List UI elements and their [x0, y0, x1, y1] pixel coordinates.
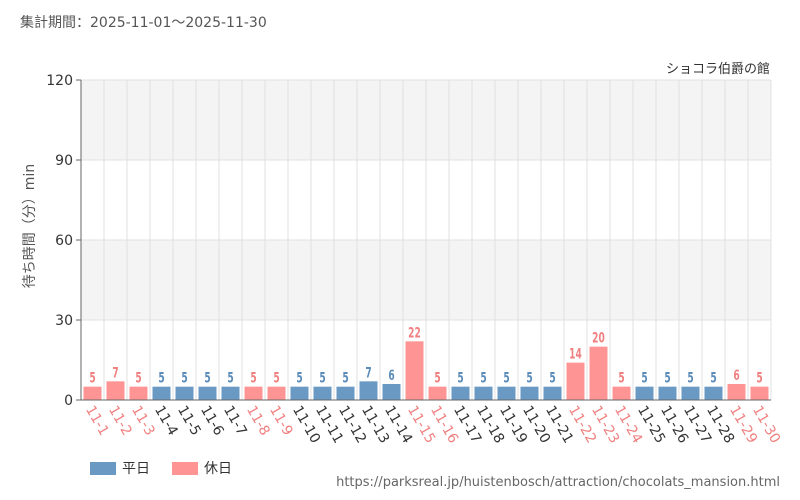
y-tick-label: 0 [64, 393, 73, 409]
y-tick-labels: 0 30 60 90 120 [46, 73, 73, 409]
value-label: 22 [408, 325, 421, 341]
x-tick-label: 11-4 [151, 403, 181, 439]
legend-item-weekday: 平日 [90, 458, 150, 478]
x-tick-label: 11-8 [243, 403, 273, 439]
value-label: 7 [112, 365, 118, 381]
value-label: 5 [135, 370, 141, 386]
bar-11-27 [681, 386, 700, 400]
bar-11-14 [382, 384, 401, 400]
value-label: 6 [733, 367, 740, 383]
y-tick-label: 90 [55, 153, 73, 169]
value-label: 5 [434, 370, 440, 386]
bar-11-9 [267, 386, 286, 400]
x-tick-label: 11-3 [128, 403, 158, 439]
value-label: 5 [158, 370, 164, 386]
value-label: 5 [641, 370, 647, 386]
bar-11-15 [405, 341, 424, 400]
bar-11-12 [336, 386, 355, 400]
bar-11-23 [589, 346, 608, 400]
chart-title: ショコラ伯爵の館 [666, 62, 770, 77]
bar-11-29 [727, 384, 746, 400]
value-label: 5 [181, 370, 187, 386]
x-tick-label: 11-1 [82, 403, 112, 439]
value-label: 5 [503, 370, 509, 386]
value-label: 5 [664, 370, 670, 386]
bar-11-1 [83, 386, 102, 400]
value-label: 5 [250, 370, 256, 386]
x-tick-label: 11-9 [266, 403, 296, 439]
legend-label-weekday: 平日 [122, 461, 150, 477]
y-axis-label: 待ち時間（分）min [22, 164, 38, 288]
value-label: 5 [89, 370, 95, 386]
bar-11-19 [497, 386, 516, 400]
y-tick-label: 60 [55, 233, 73, 249]
value-label: 5 [319, 370, 325, 386]
value-label: 5 [296, 370, 302, 386]
y-tick-label: 120 [46, 73, 73, 89]
bar-11-2 [106, 381, 125, 400]
legend: 平日 休日 [90, 458, 254, 478]
legend-swatch-weekday [90, 461, 116, 475]
value-label: 5 [549, 370, 555, 386]
value-label: 14 [569, 346, 582, 362]
bar-11-7 [221, 386, 240, 400]
bar-11-13 [359, 381, 378, 400]
x-tick-labels: 11-111-211-311-411-511-611-711-811-911-1… [82, 403, 783, 446]
bar-11-10 [290, 386, 309, 400]
value-label: 7 [365, 365, 371, 381]
value-label: 5 [457, 370, 463, 386]
value-label: 5 [227, 370, 233, 386]
bar-11-11 [313, 386, 332, 400]
bar-11-4 [152, 386, 171, 400]
period-label: 集計期間：2025-11-01～2025-11-30 [20, 15, 267, 31]
bar-11-16 [428, 386, 447, 400]
bar-11-28 [704, 386, 723, 400]
legend-item-holiday: 休日 [172, 458, 232, 478]
value-label: 5 [756, 370, 762, 386]
bar-11-5 [175, 386, 194, 400]
value-label: 20 [592, 330, 605, 346]
y-tick-label: 30 [55, 313, 73, 329]
value-label: 6 [388, 367, 395, 383]
axes [76, 79, 771, 401]
value-label: 5 [618, 370, 624, 386]
x-tick-label: 11-7 [220, 403, 250, 439]
legend-label-holiday: 休日 [204, 461, 232, 477]
value-label: 5 [710, 370, 716, 386]
bar-11-3 [129, 386, 148, 400]
bar-11-21 [543, 386, 562, 400]
bar-11-20 [520, 386, 539, 400]
x-tick-label: 11-6 [197, 403, 227, 439]
x-tick-label: 11-5 [174, 403, 204, 439]
bar-11-30 [750, 386, 769, 400]
value-label: 5 [273, 370, 279, 386]
bar-11-22 [566, 362, 585, 400]
bar-11-26 [658, 386, 677, 400]
value-label: 5 [342, 370, 348, 386]
value-label: 5 [204, 370, 210, 386]
x-tick-label: 11-2 [105, 403, 135, 439]
bar-11-18 [474, 386, 493, 400]
bars [83, 341, 769, 400]
bar-11-25 [635, 386, 654, 400]
legend-swatch-holiday [172, 461, 198, 475]
source-url: https://parksreal.jp/huistenbosch/attrac… [336, 475, 780, 490]
bar-11-8 [244, 386, 263, 400]
value-label: 5 [480, 370, 486, 386]
bar-11-17 [451, 386, 470, 400]
bar-11-24 [612, 386, 631, 400]
value-label: 5 [687, 370, 693, 386]
bar-11-6 [198, 386, 217, 400]
value-label: 5 [526, 370, 532, 386]
